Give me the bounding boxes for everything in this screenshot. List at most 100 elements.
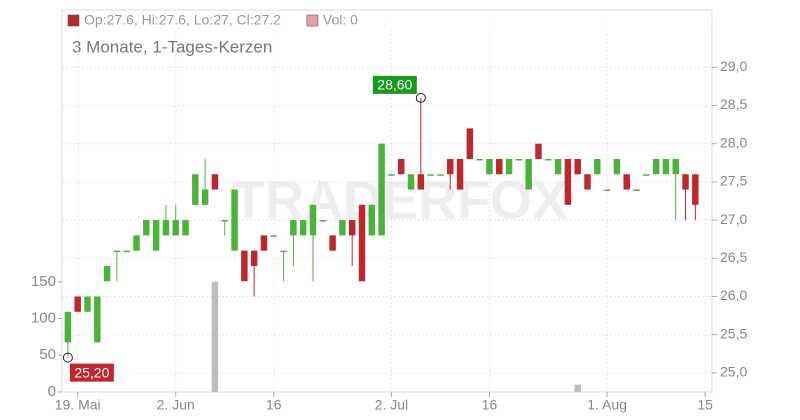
x-tick-label: 2. Jul xyxy=(375,397,408,413)
legend-label: Vol: 0 xyxy=(323,12,358,28)
candle-body xyxy=(594,158,601,175)
volume-bar xyxy=(574,384,581,392)
candle-body xyxy=(505,158,513,175)
volume-bar xyxy=(211,281,219,392)
candle-body xyxy=(123,250,130,253)
candle-body xyxy=(603,189,611,192)
annotation-point xyxy=(415,92,426,103)
legend-swatch xyxy=(306,14,319,27)
candle-body xyxy=(299,220,307,236)
candle-body xyxy=(339,220,346,236)
x-tick-label: 19. Mai xyxy=(55,397,101,413)
candle-body xyxy=(231,189,238,251)
candle-body xyxy=(427,174,434,176)
candle-body xyxy=(64,311,72,343)
annotation-label: 25,20 xyxy=(74,364,109,380)
candle-body xyxy=(476,158,483,161)
candle-body xyxy=(358,204,366,282)
candle-body xyxy=(172,220,179,236)
candle-body xyxy=(437,174,444,176)
candle-body xyxy=(574,158,581,175)
candle-body xyxy=(486,158,493,175)
candle-body xyxy=(682,174,689,190)
candle-body xyxy=(162,220,170,236)
candle-body xyxy=(329,235,336,251)
candle-body xyxy=(133,235,140,251)
candle-body xyxy=(417,174,425,190)
y-tick-label: 29,0 xyxy=(720,58,747,74)
candle-body xyxy=(290,220,297,236)
candle-body xyxy=(633,189,640,192)
candle-body xyxy=(388,174,395,176)
candle-body xyxy=(84,296,91,312)
candle-body xyxy=(672,158,679,175)
y-tick-label: 26,0 xyxy=(720,287,747,303)
candle-body xyxy=(309,204,317,236)
y-tick-label: 26,5 xyxy=(720,249,747,265)
candle-body xyxy=(182,220,189,236)
y-tick-label: 25,5 xyxy=(720,325,747,341)
annotation-box xyxy=(372,75,417,94)
candle-body xyxy=(113,250,121,253)
x-tick-label: 16 xyxy=(266,397,282,413)
candle-body xyxy=(554,158,562,175)
candle-body xyxy=(368,204,376,236)
legend-bg xyxy=(63,11,711,31)
candle-body xyxy=(211,174,219,190)
candle-body xyxy=(496,158,503,175)
y-tick-label: 28,0 xyxy=(720,134,747,150)
candle-body xyxy=(192,174,199,205)
candle-body xyxy=(152,220,160,251)
subtitle: 3 Monate, 1-Tages-Kerzen xyxy=(72,37,272,56)
candle-body xyxy=(250,250,258,266)
candle-body xyxy=(643,174,650,176)
y-tick-label: 27,0 xyxy=(720,211,747,227)
x-tick-label: 1. Aug xyxy=(587,397,627,413)
candle-body xyxy=(280,250,287,253)
watermark: TRADERFOX xyxy=(232,170,568,230)
candle-body xyxy=(692,174,699,205)
annotation-box xyxy=(69,363,114,382)
candle-body xyxy=(584,174,591,190)
candle-body xyxy=(241,250,248,282)
candle-body xyxy=(545,158,552,161)
x-tick-label: 16 xyxy=(482,397,498,413)
candle-body xyxy=(662,158,670,175)
candle-body xyxy=(613,158,621,175)
candle-body xyxy=(319,220,327,222)
candle-body xyxy=(447,158,454,175)
candle-body xyxy=(515,158,523,161)
legend-swatch xyxy=(67,14,80,27)
candle-body xyxy=(623,174,630,190)
candle-body xyxy=(103,265,111,282)
candle-body xyxy=(201,189,209,205)
candle-body xyxy=(74,296,81,312)
y2-tick-label: 50 xyxy=(39,346,56,363)
candle-body xyxy=(143,220,150,236)
candle-body xyxy=(407,174,415,190)
candle-body xyxy=(270,235,277,237)
candle-body xyxy=(260,235,268,251)
y2-tick-label: 100 xyxy=(31,310,56,327)
x-tick-label: 2. Jun xyxy=(157,397,195,413)
y-tick-label: 28,5 xyxy=(720,96,747,112)
candle-body xyxy=(221,220,228,222)
candle-body xyxy=(525,158,532,190)
annotation-point xyxy=(62,352,73,363)
candle-body xyxy=(348,220,356,236)
y2-tick-label: 0 xyxy=(48,383,56,400)
legend-label: Op:27.6, Hi:27.6, Lo:27, Cl:27.2 xyxy=(84,12,281,28)
y-tick-label: 25,0 xyxy=(720,364,747,380)
annotation-label: 28,60 xyxy=(377,77,412,93)
plot-frame xyxy=(61,9,713,393)
y-tick-label: 27,5 xyxy=(720,173,747,189)
y2-tick-label: 150 xyxy=(31,273,56,290)
candle-body xyxy=(456,158,464,190)
candle-body xyxy=(652,158,660,175)
candle-body xyxy=(466,128,474,159)
candle-body xyxy=(378,143,385,236)
candle-body xyxy=(397,158,405,175)
candle-body xyxy=(535,143,542,159)
x-tick-label: 15 xyxy=(697,397,713,413)
